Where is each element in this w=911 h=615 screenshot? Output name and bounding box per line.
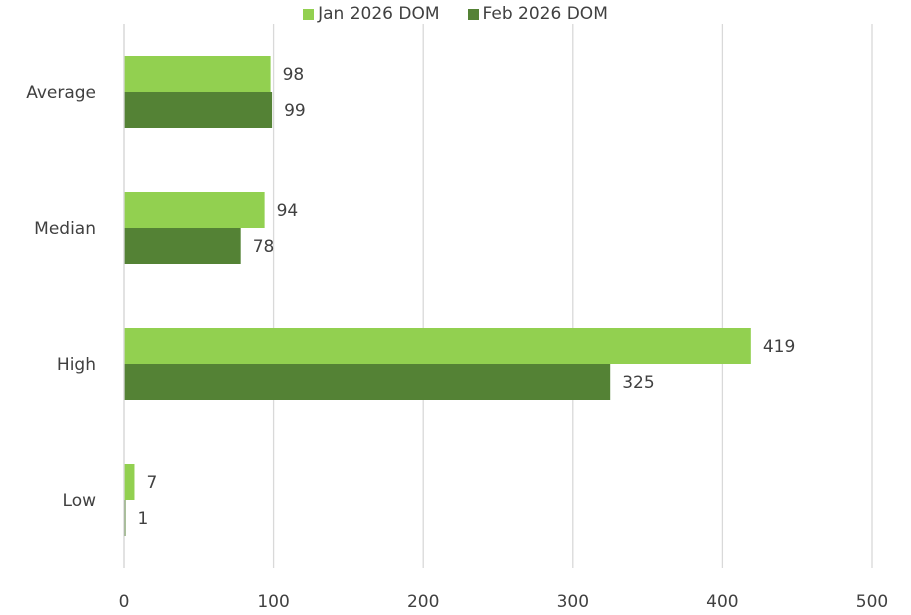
bar bbox=[124, 92, 273, 128]
bar bbox=[124, 192, 265, 228]
data-label: 419 bbox=[763, 337, 795, 357]
bar bbox=[124, 228, 241, 264]
category-label: Median bbox=[34, 219, 96, 239]
legend-label-feb: Feb 2026 DOM bbox=[482, 4, 608, 24]
x-tick-label: 0 bbox=[119, 592, 130, 612]
category-label: High bbox=[57, 355, 96, 375]
bar bbox=[124, 56, 271, 92]
legend-swatch-jan bbox=[303, 8, 315, 20]
bar bbox=[124, 500, 126, 536]
legend-swatch-feb bbox=[467, 8, 479, 20]
data-label: 1 bbox=[137, 509, 148, 529]
category-label: Low bbox=[63, 491, 97, 511]
legend-item-feb: Feb 2026 DOM bbox=[467, 4, 608, 24]
data-label: 99 bbox=[284, 101, 306, 121]
x-tick-label: 300 bbox=[557, 592, 589, 612]
data-label: 78 bbox=[253, 237, 275, 257]
legend-label-jan: Jan 2026 DOM bbox=[318, 4, 440, 24]
legend: Jan 2026 DOM Feb 2026 DOM bbox=[0, 4, 911, 24]
data-label: 98 bbox=[283, 65, 305, 85]
bar bbox=[124, 464, 135, 500]
data-label: 325 bbox=[622, 373, 654, 393]
x-tick-label: 100 bbox=[257, 592, 289, 612]
data-label: 7 bbox=[146, 473, 157, 493]
x-tick-label: 500 bbox=[856, 592, 888, 612]
x-tick-label: 200 bbox=[407, 592, 439, 612]
data-label: 94 bbox=[277, 201, 299, 221]
legend-item-jan: Jan 2026 DOM bbox=[303, 4, 440, 24]
bar bbox=[124, 328, 751, 364]
x-tick-label: 400 bbox=[706, 592, 738, 612]
bar bbox=[124, 364, 611, 400]
category-label: Average bbox=[26, 83, 96, 103]
